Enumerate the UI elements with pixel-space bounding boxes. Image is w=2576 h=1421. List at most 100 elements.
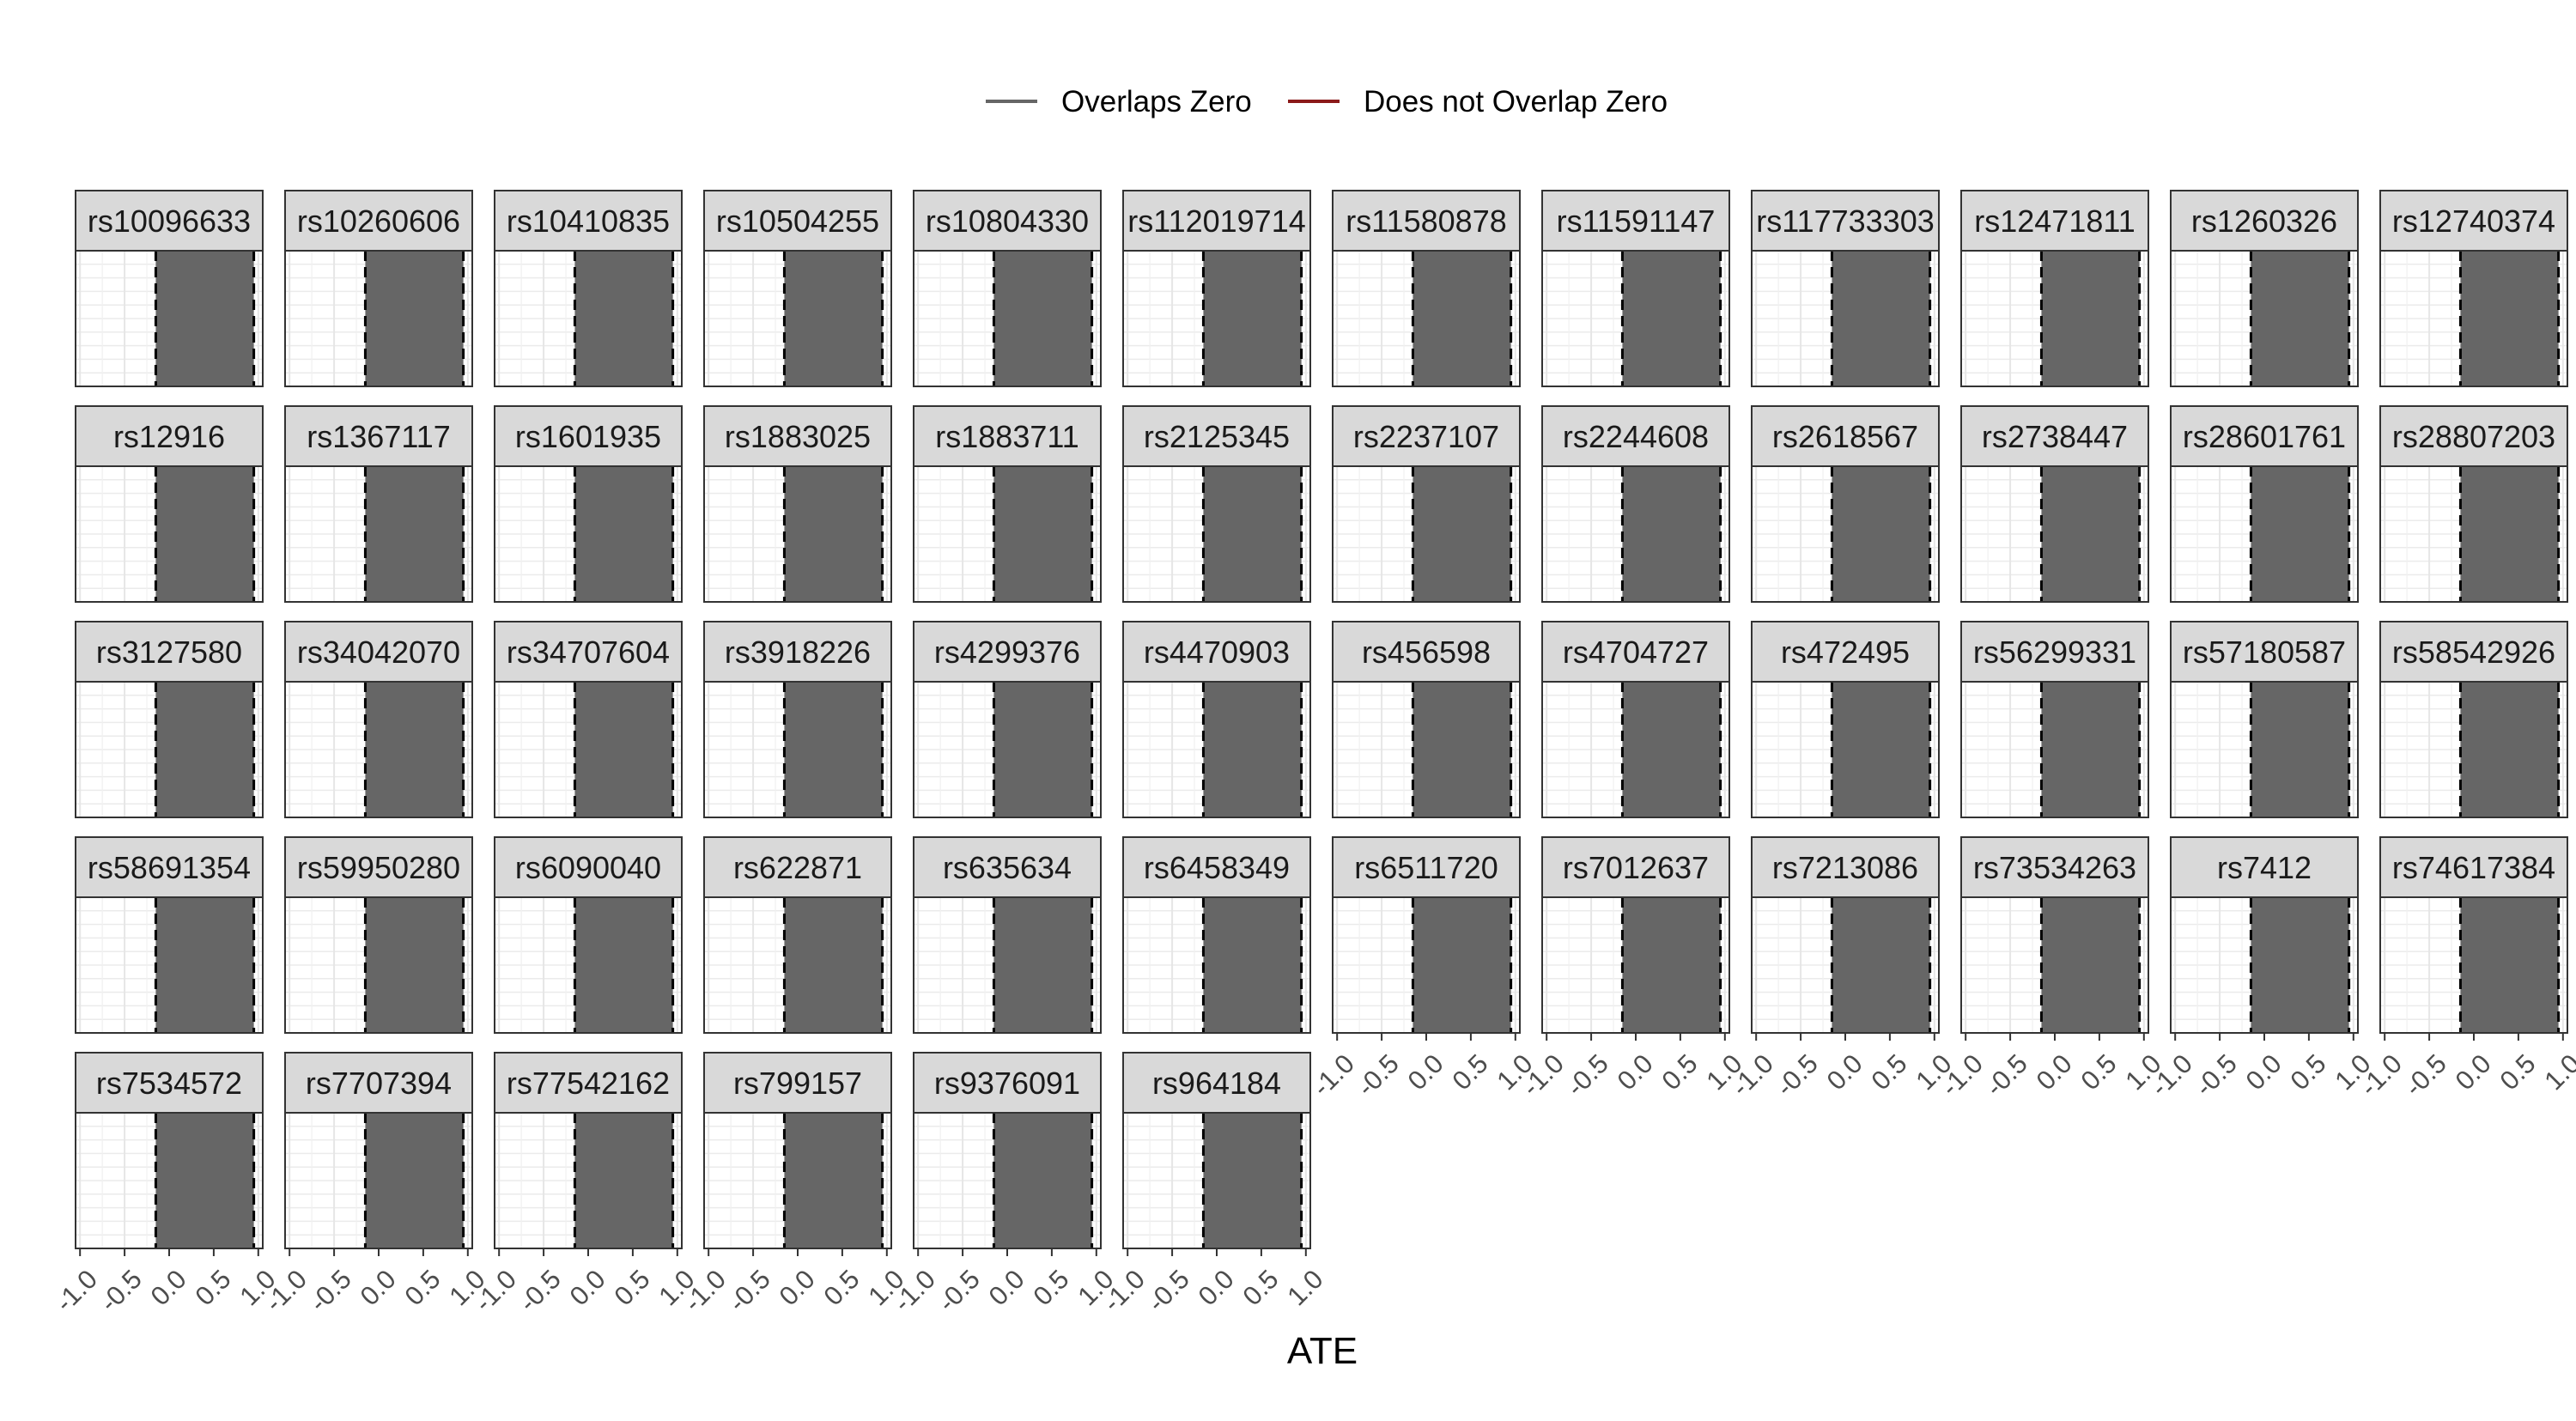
facet-panel: rs74617384-1.0-0.50.00.51.0 xyxy=(2354,836,2576,1102)
panel-border xyxy=(284,896,473,1034)
facet-panel: rs6458349 xyxy=(1122,836,1311,1034)
x-tick-label: 1.0 xyxy=(1281,1264,1328,1311)
panel-border xyxy=(1751,250,1940,387)
legend-label: Does not Overlap Zero xyxy=(1364,85,1668,118)
facet-strip xyxy=(703,405,892,467)
x-tick-label: 0.5 xyxy=(398,1264,446,1311)
facet-panel: rs112019714 xyxy=(1122,190,1311,387)
facet-panel: rs10410835 xyxy=(494,190,683,387)
facet-strip xyxy=(494,1052,683,1114)
x-axis: -1.0-0.50.00.51.0 xyxy=(1097,1248,1329,1318)
facet-panel: rs4704727 xyxy=(1541,621,1730,818)
interval-band xyxy=(2041,682,2140,817)
facet-panel: rs7012637 -1.0-0.50.00.51.0 xyxy=(1516,836,1748,1102)
facet-strip xyxy=(1751,405,1940,467)
interval-band xyxy=(993,682,1092,817)
facet-strip-label: rs2125345 xyxy=(1144,419,1290,454)
x-tick-label: 0.0 xyxy=(355,1264,402,1311)
facet-strip-label: rs7412 xyxy=(2217,850,2312,885)
x-tick-label: -1.0 xyxy=(49,1264,103,1318)
panel-border xyxy=(494,250,683,387)
facet-strip xyxy=(75,836,264,898)
panel-border xyxy=(2170,465,2359,603)
facet-strip xyxy=(2379,836,2568,898)
facet-strip xyxy=(703,836,892,898)
facet-panel: rs2618567 xyxy=(1751,405,1940,603)
facet-strip xyxy=(1960,836,2149,898)
panel-border xyxy=(1122,465,1311,603)
panel-border xyxy=(494,465,683,603)
x-tick-label: 0.5 xyxy=(2075,1048,2122,1096)
panel-border xyxy=(2379,681,2568,818)
x-tick-label: 0.5 xyxy=(608,1264,655,1311)
facet-strip-label: rs11580878 xyxy=(1346,203,1507,239)
interval-band xyxy=(365,466,464,602)
facet-strip-label: rs56299331 xyxy=(1973,635,2136,670)
facet-panel: rs7412 -1.0-0.50.00.51.0 xyxy=(2144,836,2377,1102)
panel-border xyxy=(284,681,473,818)
panel-border xyxy=(1122,681,1311,818)
facet-panel: rs28601761 xyxy=(2170,405,2359,603)
x-tick-label: -0.5 xyxy=(513,1264,567,1318)
interval-band xyxy=(1413,682,1511,817)
x-axis: -1.0-0.50.00.51.0 xyxy=(887,1248,1120,1318)
interval-band xyxy=(2041,466,2140,602)
facet-strip-label: rs10504255 xyxy=(716,203,879,239)
facet-panel: rs59950280 xyxy=(284,836,473,1034)
x-axis-label: ATE xyxy=(1287,1330,1358,1372)
x-tick-label: 0.0 xyxy=(1821,1048,1868,1096)
interval-band xyxy=(155,1113,254,1248)
facet-strip-label: rs2244608 xyxy=(1563,419,1709,454)
panel-border xyxy=(2379,465,2568,603)
facet-strip-label: rs10410835 xyxy=(507,203,670,239)
facet-strip xyxy=(75,1052,264,1114)
facet-strip xyxy=(2170,621,2359,683)
facet-strip xyxy=(2170,190,2359,252)
interval-band xyxy=(1622,251,1721,386)
interval-band xyxy=(365,251,464,386)
panel-border xyxy=(2170,250,2359,387)
facet-strip xyxy=(75,190,264,252)
facet-panel: rs28807203 xyxy=(2379,405,2568,603)
facet-panel: rs12471811 xyxy=(1960,190,2149,387)
facet-strip xyxy=(913,190,1102,252)
facet-strip-label: rs74617384 xyxy=(2392,850,2555,885)
x-tick-label: -0.5 xyxy=(2189,1048,2243,1102)
x-tick-label: 0.5 xyxy=(817,1264,865,1311)
facet-strip-label: rs2618567 xyxy=(1772,419,1918,454)
interval-band xyxy=(574,1113,673,1248)
facet-strip xyxy=(1541,190,1730,252)
facet-panels: rs10096633 rs10260606 rs10410835 rs10504255… xyxy=(49,190,2576,1318)
facet-strip xyxy=(1122,405,1311,467)
panel-border xyxy=(1751,465,1940,603)
facet-panel: rs34042070 xyxy=(284,621,473,818)
x-tick-label: 0.5 xyxy=(1027,1264,1074,1311)
interval-band xyxy=(1832,251,1930,386)
x-axis: -1.0-0.50.00.51.0 xyxy=(1725,1033,1958,1102)
panel-border xyxy=(1122,896,1311,1034)
panel-border xyxy=(2170,681,2359,818)
facet-panel: rs4299376 xyxy=(913,621,1102,818)
panel-border xyxy=(1332,681,1521,818)
facet-strip-label: rs4299376 xyxy=(934,635,1080,670)
facet-strip xyxy=(1751,190,1940,252)
facet-strip xyxy=(1122,621,1311,683)
facet-strip-label: rs10804330 xyxy=(926,203,1089,239)
facet-panel: rs472495 xyxy=(1751,621,1940,818)
facet-strip-label: rs77542162 xyxy=(507,1066,670,1101)
interval-band xyxy=(365,682,464,817)
facet-panel: rs1883025 xyxy=(703,405,892,603)
x-tick-label: 0.0 xyxy=(2450,1048,2497,1096)
interval-band xyxy=(574,251,673,386)
facet-panel: rs7213086 -1.0-0.50.00.51.0 xyxy=(1725,836,1958,1102)
interval-band xyxy=(2460,251,2559,386)
facet-strip-label: rs10096633 xyxy=(88,203,251,239)
facet-strip-label: rs3918226 xyxy=(725,635,871,670)
facet-strip xyxy=(1960,190,2149,252)
facet-strip xyxy=(2379,405,2568,467)
facet-strip-label: rs12471811 xyxy=(1974,203,2136,239)
interval-band xyxy=(2460,682,2559,817)
x-tick-label: -0.5 xyxy=(1351,1048,1405,1102)
x-tick-label: 0.5 xyxy=(1865,1048,1912,1096)
facet-strip-label: rs2738447 xyxy=(1982,419,2128,454)
